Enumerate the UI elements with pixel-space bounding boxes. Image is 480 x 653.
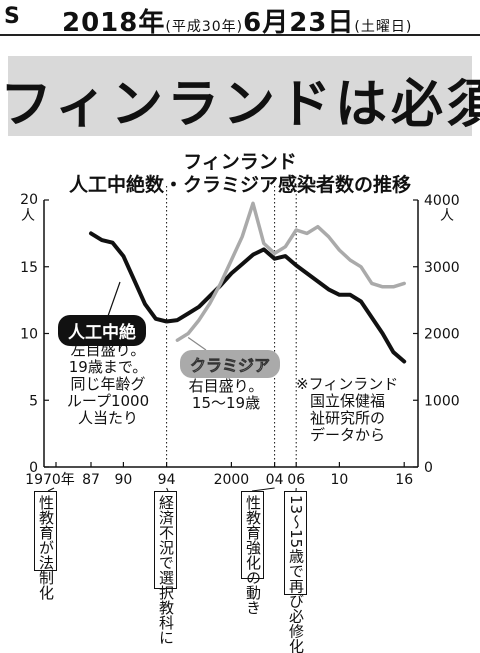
abortion-note-line: 左目盛り。 (56, 342, 160, 359)
x-tick-label: 94 (158, 472, 176, 488)
right-tick-label: 1000 (424, 393, 460, 409)
event-note-06: 13～15歳で再び必修化 (284, 491, 307, 595)
left-tick-label: 5 (29, 393, 38, 409)
abortion-note: 左目盛り。 19歳まで。 同じ年齢グ ループ1000 人当たり (56, 342, 160, 427)
right-tick-label: 0 (424, 460, 433, 476)
x-tick-label: 1970年 (25, 472, 75, 488)
abortion-pointer (108, 282, 120, 316)
x-tick-label: 2000 (214, 472, 250, 488)
right-tick-label: 3000 (424, 260, 460, 276)
chlamydia-line (177, 203, 404, 340)
legend-chlamydia: クラミジア (180, 350, 280, 378)
right-axis-unit: 人 (440, 205, 454, 225)
source-note-line: 国立保健福 (296, 393, 412, 410)
event-note-94: 経済不況で選択教科に (154, 491, 177, 589)
source-note-line: ※フィンランド (296, 376, 412, 393)
event-note-04: 性教育強化の動き (241, 491, 264, 579)
x-tick-label: 16 (395, 472, 413, 488)
x-tick-label: 87 (82, 472, 100, 488)
abortion-note-line: 同じ年齢グ (56, 376, 160, 393)
chlamydia-note-line: 15～19歳 (178, 395, 274, 412)
x-tick-label: 90 (114, 472, 132, 488)
x-tick-label: 04 (266, 472, 284, 488)
left-tick-label: 15 (20, 260, 38, 276)
abortion-note-line: 人当たり (56, 410, 160, 427)
x-tick-label: 06 (287, 472, 305, 488)
abortion-note-line: 19歳まで。 (56, 359, 160, 376)
abortion-note-line: ループ1000 (56, 393, 160, 410)
source-note-line: 祉研究所の (296, 410, 412, 427)
chlamydia-pointer (188, 338, 206, 351)
x-tick-label: 10 (330, 472, 348, 488)
source-note: ※フィンランド 国立保健福 祉研究所の データから (296, 376, 412, 444)
event-note-1970: 性教育が法制化 (34, 491, 57, 571)
chlamydia-note: 右目盛り。 15～19歳 (178, 378, 274, 412)
left-tick-label: 10 (20, 327, 38, 343)
right-tick-label: 2000 (424, 327, 460, 343)
source-note-line: データから (296, 427, 412, 444)
chlamydia-note-line: 右目盛り。 (178, 378, 274, 395)
left-axis-unit: 人 (21, 205, 35, 225)
